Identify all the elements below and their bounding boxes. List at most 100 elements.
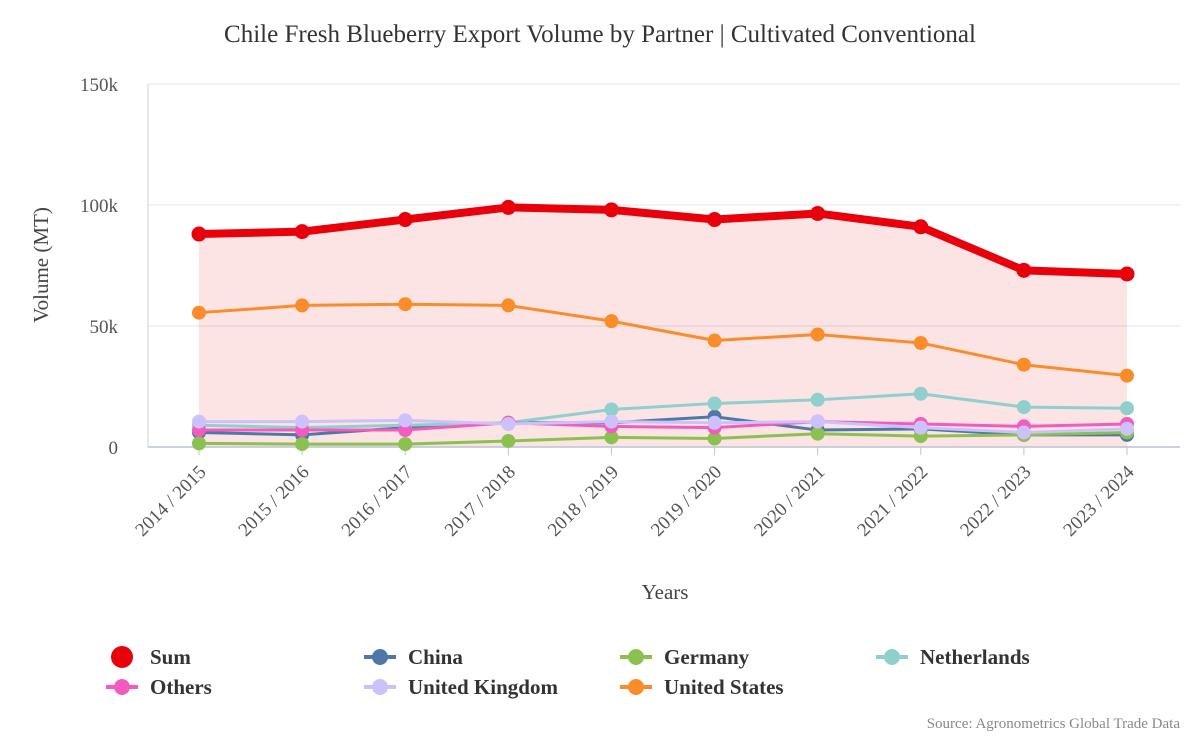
data-point-germany[interactable]: [398, 437, 413, 452]
x-tick-label: 2019 / 2020: [647, 462, 726, 541]
data-point-united-states[interactable]: [913, 335, 928, 350]
data-point-united-states[interactable]: [1120, 368, 1134, 383]
series-line-netherlands: [197, 392, 1129, 430]
data-point-sum[interactable]: [397, 212, 413, 228]
data-point-germany[interactable]: [192, 436, 206, 451]
data-point-sum[interactable]: [1119, 266, 1135, 282]
data-point-germany[interactable]: [501, 433, 516, 448]
legend-label: Sum: [150, 645, 191, 669]
axes: [147, 84, 1180, 448]
data-point-united-kingdom[interactable]: [501, 417, 516, 432]
data-point-united-states[interactable]: [295, 298, 310, 313]
x-tick-label: 2017 / 2018: [441, 462, 520, 541]
legend-item-sum[interactable]: Sum: [111, 645, 191, 669]
x-tick-label: 2023 / 2024: [1059, 461, 1138, 540]
y-axis-title: Volume (MT): [29, 207, 53, 323]
data-point-united-states[interactable]: [707, 333, 722, 348]
series-sum: [191, 199, 1135, 282]
data-point-sum[interactable]: [603, 202, 619, 218]
data-point-others[interactable]: [398, 423, 413, 438]
legend-item-united-kingdom[interactable]: United Kingdom: [364, 675, 558, 699]
data-point-united-kingdom[interactable]: [1016, 425, 1031, 440]
legend-label: United Kingdom: [408, 675, 558, 699]
legend-item-others[interactable]: Others: [106, 675, 212, 699]
data-point-united-kingdom[interactable]: [707, 415, 722, 430]
data-point-sum[interactable]: [810, 205, 826, 221]
y-axis-ticks: 0 50k 100k 150k: [80, 75, 119, 459]
legend-marker: [372, 679, 388, 695]
data-point-netherlands[interactable]: [810, 392, 825, 407]
grid: [148, 83, 1180, 327]
legend: Sum China Germany Netherlands Others United K…: [106, 645, 1030, 699]
legend-label: United States: [664, 675, 784, 699]
y-tick-label: 50k: [90, 317, 119, 338]
legend-marker: [628, 649, 644, 665]
legend-marker: [884, 649, 900, 665]
x-axis-ticks: 2014 / 2015 2015 / 2016 2016 / 2017 2017 / …: [131, 447, 1139, 541]
data-point-germany[interactable]: [295, 437, 310, 452]
data-point-united-states[interactable]: [192, 305, 206, 320]
legend-label: Germany: [664, 645, 750, 669]
data-point-united-states[interactable]: [501, 298, 516, 313]
legend-label: China: [408, 645, 463, 669]
series-line-germany: [197, 430, 1129, 446]
x-tick-label: 2015 / 2016: [235, 462, 314, 541]
legend-item-united-states[interactable]: United States: [620, 675, 784, 699]
data-point-united-states[interactable]: [1016, 357, 1031, 372]
data-point-united-kingdom[interactable]: [398, 413, 413, 428]
chart-title: Chile Fresh Blueberry Export Volume by P…: [224, 21, 976, 48]
legend-marker: [372, 649, 388, 665]
data-point-sum[interactable]: [1016, 262, 1032, 278]
data-point-netherlands[interactable]: [1016, 400, 1031, 415]
data-point-united-kingdom[interactable]: [1120, 421, 1134, 436]
source-note: Source: Agronometrics Global Trade Data: [927, 716, 1181, 732]
x-tick-label: 2016 / 2017: [338, 462, 417, 541]
series-line-sum: [195, 203, 1131, 278]
data-point-germany[interactable]: [604, 430, 619, 445]
data-point-sum[interactable]: [294, 224, 310, 240]
legend-label: Netherlands: [920, 645, 1030, 669]
legend-label: Others: [150, 675, 212, 699]
x-axis-title: Years: [642, 580, 689, 604]
data-point-united-kingdom[interactable]: [810, 414, 825, 429]
series-united-kingdom: [192, 413, 1134, 440]
legend-item-netherlands[interactable]: Netherlands: [876, 645, 1030, 669]
series-group: [191, 199, 1135, 452]
data-point-sum[interactable]: [707, 212, 723, 228]
legend-marker: [628, 679, 644, 695]
x-tick-label: 2020 / 2021: [750, 462, 829, 541]
legend-item-germany[interactable]: Germany: [620, 645, 750, 669]
data-point-netherlands[interactable]: [604, 402, 619, 417]
x-tick-label: 2021 / 2022: [853, 462, 932, 541]
legend-marker: [111, 646, 133, 668]
data-point-united-states[interactable]: [810, 327, 825, 342]
sum-area: [199, 207, 1127, 447]
data-point-united-kingdom[interactable]: [604, 414, 619, 429]
data-point-germany[interactable]: [707, 431, 722, 446]
sum-area-fill: [199, 207, 1127, 447]
data-point-germany[interactable]: [810, 426, 825, 441]
y-tick-label: 150k: [80, 75, 119, 96]
data-point-united-kingdom[interactable]: [913, 420, 928, 435]
data-point-sum[interactable]: [500, 199, 516, 215]
data-point-united-states[interactable]: [398, 297, 413, 312]
data-point-united-kingdom[interactable]: [192, 414, 206, 429]
data-point-netherlands[interactable]: [1120, 401, 1134, 416]
x-tick-label: 2018 / 2019: [544, 462, 623, 541]
data-point-netherlands[interactable]: [913, 386, 928, 401]
x-tick-label: 2022 / 2023: [956, 462, 1035, 541]
legend-marker: [114, 679, 130, 695]
series-line-united-states: [197, 302, 1129, 378]
data-point-sum[interactable]: [191, 226, 207, 242]
y-tick-label: 0: [109, 438, 119, 459]
data-point-united-kingdom[interactable]: [295, 414, 310, 429]
data-point-united-states[interactable]: [604, 314, 619, 329]
y-tick-label: 100k: [80, 196, 119, 217]
x-tick-label: 2014 / 2015: [131, 462, 210, 541]
data-point-netherlands[interactable]: [707, 396, 722, 411]
legend-item-china[interactable]: China: [364, 645, 463, 669]
series-line-others: [197, 420, 1129, 432]
data-point-sum[interactable]: [913, 219, 929, 235]
series-line-united-kingdom: [197, 418, 1129, 434]
